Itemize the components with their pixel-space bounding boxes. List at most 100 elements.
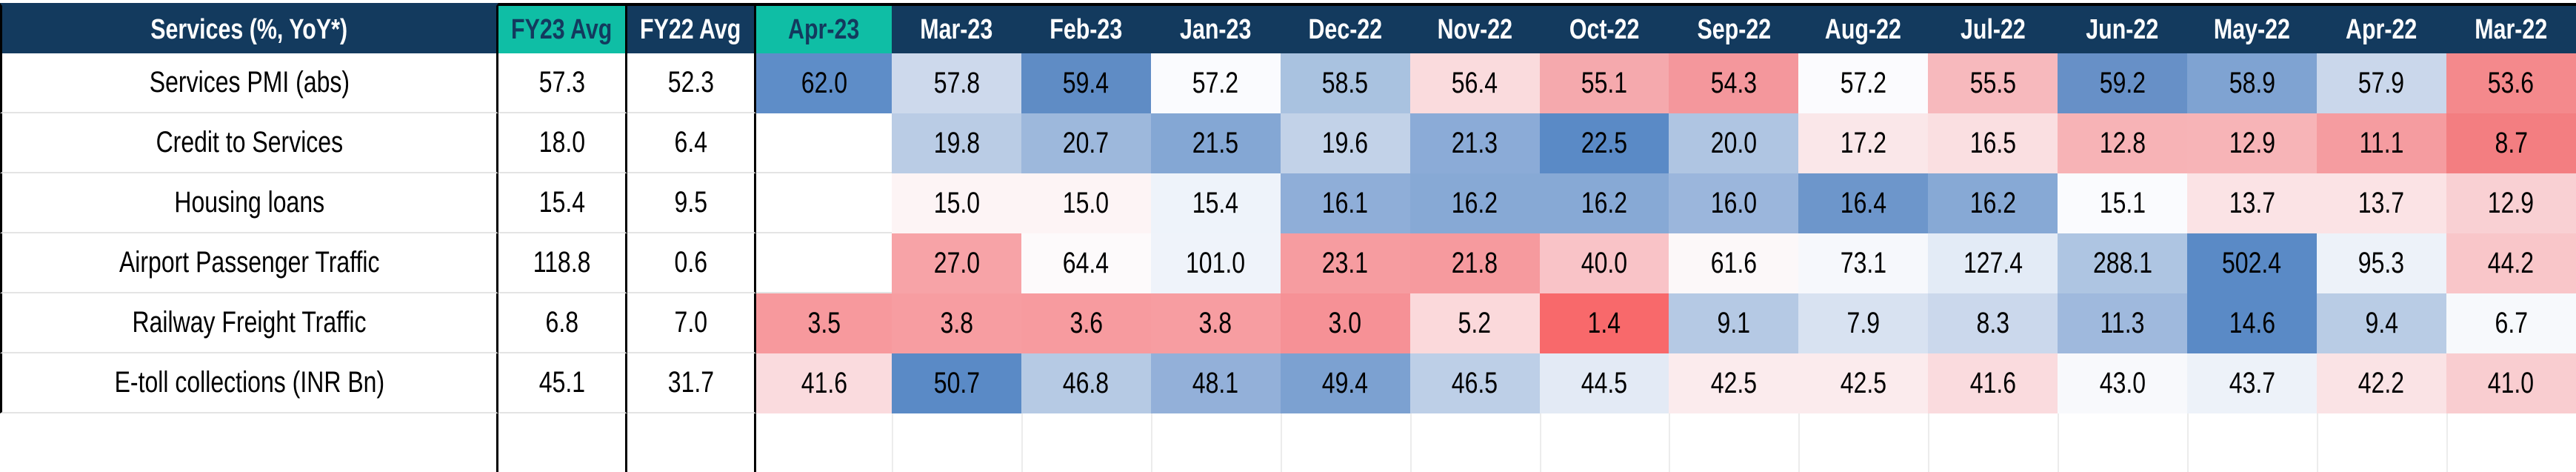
- data-cell[interactable]: [1021, 413, 1151, 472]
- data-cell[interactable]: 57.2: [1798, 53, 1929, 113]
- data-cell[interactable]: [2316, 413, 2446, 472]
- header-cell-feb-23[interactable]: Feb-23: [1021, 3, 1151, 53]
- data-cell[interactable]: 95.3: [2316, 233, 2446, 293]
- data-cell[interactable]: 14.6: [2187, 293, 2317, 353]
- fy23-avg-cell[interactable]: 118.8: [498, 233, 627, 293]
- fy22-avg-cell[interactable]: 31.7: [627, 353, 756, 413]
- fy23-avg-cell[interactable]: 6.8: [498, 293, 627, 353]
- header-cell-sep-22[interactable]: Sep-22: [1669, 3, 1799, 53]
- data-cell[interactable]: 73.1: [1798, 233, 1929, 293]
- data-cell[interactable]: 16.1: [1280, 173, 1410, 233]
- data-cell[interactable]: 15.4: [1150, 173, 1281, 233]
- fy23-avg-cell[interactable]: 18.0: [498, 113, 627, 173]
- data-cell[interactable]: 11.3: [2058, 293, 2188, 353]
- data-cell[interactable]: [1928, 413, 2058, 472]
- header-cell-mar-22[interactable]: Mar-22: [2446, 3, 2576, 53]
- header-cell-jul-22[interactable]: Jul-22: [1928, 3, 2058, 53]
- data-cell[interactable]: 101.0: [1150, 233, 1281, 293]
- data-cell[interactable]: 23.1: [1280, 233, 1410, 293]
- fy23-avg-cell[interactable]: 45.1: [498, 353, 627, 413]
- data-cell[interactable]: [1280, 413, 1410, 472]
- fy22-avg-cell[interactable]: 0.6: [627, 233, 756, 293]
- data-cell[interactable]: 3.8: [892, 293, 1021, 353]
- data-cell[interactable]: 42.5: [1798, 353, 1929, 413]
- header-cell-jan-23[interactable]: Jan-23: [1150, 3, 1281, 53]
- data-cell[interactable]: 55.5: [1928, 53, 2058, 113]
- data-cell[interactable]: 40.0: [1539, 233, 1669, 293]
- data-cell[interactable]: [756, 173, 892, 233]
- data-cell[interactable]: 41.0: [2446, 353, 2576, 413]
- data-cell[interactable]: 61.6: [1669, 233, 1799, 293]
- data-cell[interactable]: 19.6: [1280, 113, 1410, 173]
- row-label-cell[interactable]: Housing loans: [0, 173, 498, 233]
- data-cell[interactable]: 21.8: [1409, 233, 1540, 293]
- data-cell[interactable]: 1.4: [1539, 293, 1669, 353]
- row-label-cell[interactable]: Railway Freight Traffic: [0, 293, 498, 353]
- data-cell[interactable]: 13.7: [2316, 173, 2446, 233]
- row-label-cell[interactable]: Credit to Services: [0, 113, 498, 173]
- data-cell[interactable]: [1409, 413, 1540, 472]
- header-cell-apr-22[interactable]: Apr-22: [2316, 3, 2446, 53]
- data-cell[interactable]: 41.6: [1928, 353, 2058, 413]
- data-cell[interactable]: 6.7: [2446, 293, 2576, 353]
- data-cell[interactable]: 15.1: [2058, 173, 2188, 233]
- data-cell[interactable]: 12.9: [2446, 173, 2576, 233]
- data-cell[interactable]: [1798, 413, 1929, 472]
- data-cell[interactable]: 5.2: [1409, 293, 1540, 353]
- empty-fy23-cell[interactable]: [498, 413, 627, 472]
- header-cell-fy22-avg[interactable]: FY22 Avg: [627, 3, 756, 53]
- row-label-cell[interactable]: E-toll collections (INR Bn): [0, 353, 498, 413]
- data-cell[interactable]: 16.2: [1409, 173, 1540, 233]
- data-cell[interactable]: 49.4: [1280, 353, 1410, 413]
- data-cell[interactable]: 16.2: [1928, 173, 2058, 233]
- fy22-avg-cell[interactable]: 7.0: [627, 293, 756, 353]
- data-cell[interactable]: 3.0: [1280, 293, 1410, 353]
- data-cell[interactable]: 502.4: [2187, 233, 2317, 293]
- data-cell[interactable]: 16.2: [1539, 173, 1669, 233]
- data-cell[interactable]: 16.0: [1669, 173, 1799, 233]
- data-cell[interactable]: 7.9: [1798, 293, 1929, 353]
- data-cell[interactable]: 8.7: [2446, 113, 2576, 173]
- data-cell[interactable]: 56.4: [1409, 53, 1540, 113]
- header-cell-nov-22[interactable]: Nov-22: [1409, 3, 1540, 53]
- data-cell[interactable]: 43.7: [2187, 353, 2317, 413]
- header-cell-apr-23[interactable]: Apr-23: [756, 3, 892, 53]
- data-cell[interactable]: 9.1: [1669, 293, 1799, 353]
- data-cell[interactable]: 11.1: [2316, 113, 2446, 173]
- data-cell[interactable]: [756, 413, 892, 472]
- data-cell[interactable]: 46.8: [1021, 353, 1151, 413]
- data-cell[interactable]: [2058, 413, 2188, 472]
- data-cell[interactable]: [1539, 413, 1669, 472]
- data-cell[interactable]: 57.2: [1150, 53, 1281, 113]
- fy22-avg-cell[interactable]: 52.3: [627, 53, 756, 113]
- header-cell-oct-22[interactable]: Oct-22: [1539, 3, 1669, 53]
- data-cell[interactable]: [2187, 413, 2317, 472]
- header-cell-may-22[interactable]: May-22: [2187, 3, 2317, 53]
- data-cell[interactable]: 55.1: [1539, 53, 1669, 113]
- fy22-avg-cell[interactable]: 9.5: [627, 173, 756, 233]
- empty-fy22-cell[interactable]: [627, 413, 756, 472]
- data-cell[interactable]: 21.3: [1409, 113, 1540, 173]
- data-cell[interactable]: 13.7: [2187, 173, 2317, 233]
- data-cell[interactable]: 15.0: [892, 173, 1021, 233]
- data-cell[interactable]: 57.9: [2316, 53, 2446, 113]
- data-cell[interactable]: 58.5: [1280, 53, 1410, 113]
- data-cell[interactable]: 12.9: [2187, 113, 2317, 173]
- data-cell[interactable]: 8.3: [1928, 293, 2058, 353]
- data-cell[interactable]: 42.2: [2316, 353, 2446, 413]
- data-cell[interactable]: 127.4: [1928, 233, 2058, 293]
- data-cell[interactable]: [1150, 413, 1281, 472]
- fy23-avg-cell[interactable]: 15.4: [498, 173, 627, 233]
- header-cell-dec-22[interactable]: Dec-22: [1280, 3, 1410, 53]
- data-cell[interactable]: 17.2: [1798, 113, 1929, 173]
- data-cell[interactable]: 12.8: [2058, 113, 2188, 173]
- data-cell[interactable]: 59.2: [2058, 53, 2188, 113]
- data-cell[interactable]: [756, 113, 892, 173]
- data-cell[interactable]: 3.5: [756, 293, 892, 353]
- data-cell[interactable]: 59.4: [1021, 53, 1151, 113]
- data-cell[interactable]: 46.5: [1409, 353, 1540, 413]
- header-cell-services-title[interactable]: Services (%, YoY*): [0, 3, 498, 53]
- header-cell-jun-22[interactable]: Jun-22: [2058, 3, 2188, 53]
- data-cell[interactable]: 20.7: [1021, 113, 1151, 173]
- data-cell[interactable]: 64.4: [1021, 233, 1151, 293]
